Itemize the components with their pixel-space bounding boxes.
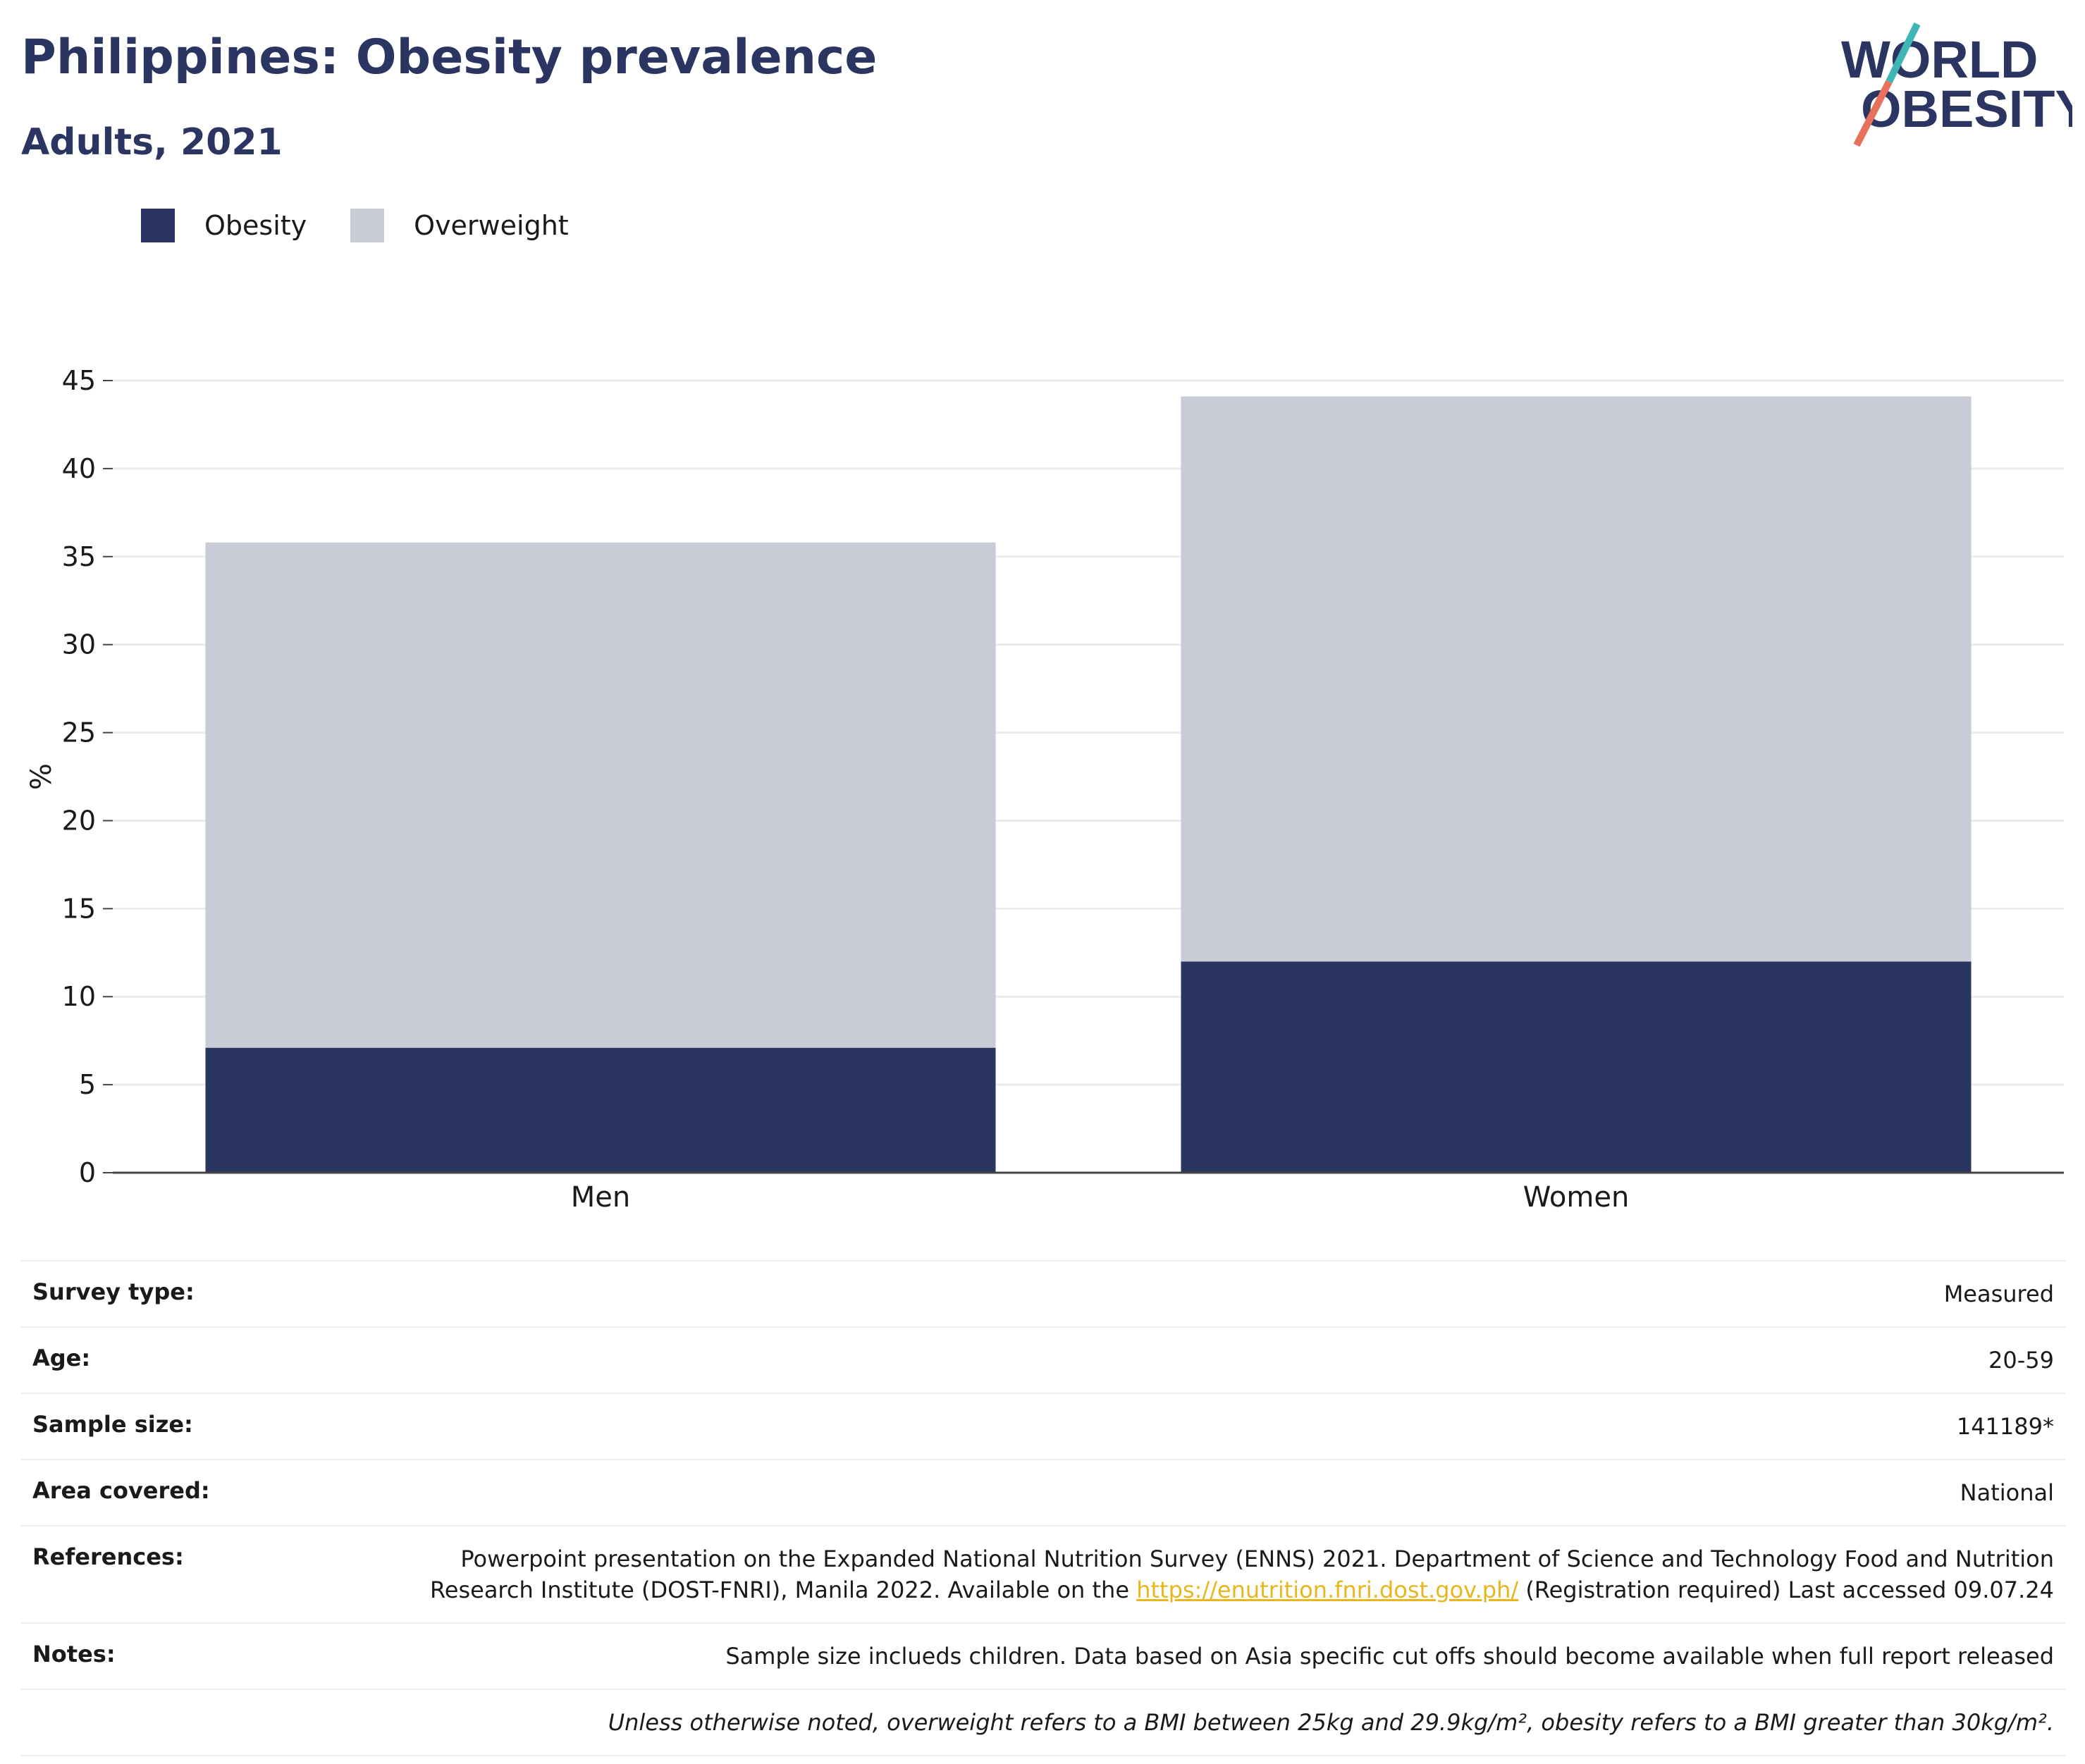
definition-note: Unless otherwise noted, overweight refer… xyxy=(21,1689,2065,1756)
info-value: National xyxy=(396,1459,2065,1526)
y-tick-label: 45 xyxy=(62,365,96,396)
y-tick-label: 25 xyxy=(62,717,96,748)
info-label: Sample size: xyxy=(21,1393,396,1460)
info-label: Notes: xyxy=(21,1622,396,1689)
info-row-sample-size: Sample size: 141189* xyxy=(21,1393,2065,1460)
info-label: Age: xyxy=(21,1326,396,1393)
info-value: 20-59 xyxy=(396,1326,2065,1393)
svg-text:OBESITY: OBESITY xyxy=(1861,80,2072,138)
reference-link[interactable]: https://enutrition.fnri.dost.gov.ph/ xyxy=(1136,1577,1519,1603)
legend-label-overweight: Overweight xyxy=(414,210,569,241)
info-label: References: xyxy=(21,1525,396,1623)
info-row-area-covered: Area covered: National xyxy=(21,1459,2065,1526)
reference-text-end: (Registration required) Last accessed 09… xyxy=(1518,1577,2054,1603)
y-tick-label: 30 xyxy=(62,629,96,660)
y-tick-label: 15 xyxy=(62,893,96,924)
y-tick-label: 20 xyxy=(62,805,96,836)
y-tick-label: 10 xyxy=(62,981,96,1012)
chart-legend: Obesity Overweight xyxy=(141,209,613,242)
page-title: Philippines: Obesity prevalence xyxy=(21,30,878,85)
y-tick-label: 35 xyxy=(62,541,96,572)
legend-label-obesity: Obesity xyxy=(204,210,307,241)
svg-text:WORLD: WORLD xyxy=(1841,30,2038,89)
y-tick-label: 0 xyxy=(79,1157,96,1188)
y-tick-label: 40 xyxy=(62,453,96,484)
y-axis-label: % xyxy=(25,763,58,790)
survey-info-table: Survey type: Measured Age: 20-59 Sample … xyxy=(21,1260,2065,1756)
legend-item-obesity[interactable]: Obesity xyxy=(141,209,307,242)
legend-swatch-obesity xyxy=(141,209,175,242)
world-obesity-logo: WORLD OBESITY xyxy=(1841,22,2072,147)
page-subtitle: Adults, 2021 xyxy=(21,121,283,164)
info-row-disclaimer: Unless otherwise noted, overweight refer… xyxy=(21,1689,2065,1756)
bar-obesity-women xyxy=(1181,961,1972,1173)
bar-chart: 0 5 10 15 20 25 30 35 40 45% Men Women xyxy=(25,365,2064,1214)
info-label: Area covered: xyxy=(21,1459,396,1526)
legend-swatch-overweight xyxy=(350,209,385,242)
info-label: Survey type: xyxy=(21,1260,396,1327)
info-row-notes: Notes: Sample size inclueds children. Da… xyxy=(21,1622,2065,1689)
info-value: 141189* xyxy=(396,1393,2065,1460)
info-row-references: References: Powerpoint presentation on t… xyxy=(21,1525,2065,1623)
info-row-age: Age: 20-59 xyxy=(21,1326,2065,1393)
bar-overweight-women xyxy=(1181,396,1972,962)
legend-item-overweight[interactable]: Overweight xyxy=(350,209,569,242)
x-tick-label: Women xyxy=(1523,1181,1630,1214)
info-row-survey-type: Survey type: Measured xyxy=(21,1260,2065,1327)
bar-obesity-men xyxy=(205,1047,996,1173)
info-value: Powerpoint presentation on the Expanded … xyxy=(396,1525,2065,1623)
x-tick-label: Men xyxy=(571,1181,630,1214)
info-value: Sample size inclueds children. Data base… xyxy=(396,1622,2065,1689)
bar-overweight-men xyxy=(205,542,996,1048)
reference-text: Powerpoint presentation on the Expanded … xyxy=(429,1546,2054,1603)
info-value: Measured xyxy=(396,1260,2065,1327)
y-tick-label: 5 xyxy=(79,1069,96,1100)
